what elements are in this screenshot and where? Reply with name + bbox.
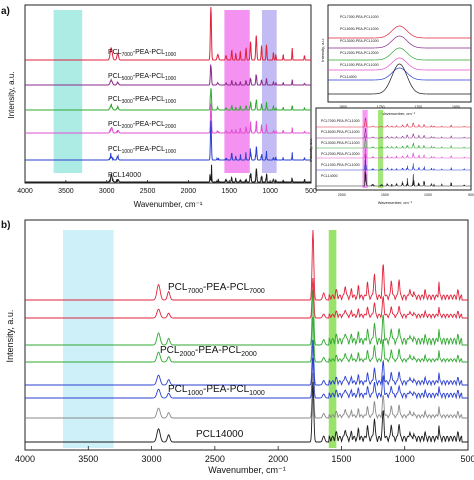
panel-b-xtick-label-1000: 1000: [395, 454, 415, 464]
panel-a-xtick-label-2500: 2500: [140, 188, 156, 195]
panel-b-xtick-label-2000: 2000: [268, 454, 288, 464]
panel-a-series-5: [25, 120, 311, 162]
panel-a-xtick-label-4000: 4000: [17, 188, 33, 195]
inset-bottom: PCL7000-PEA-PCL1000 PCL5000-PEA-PCL1000 PC…: [308, 107, 474, 205]
inset-top-legend-4: PCL2000-PEA-PCL2000: [340, 51, 379, 55]
panel-a-label-pcl14000: PCL14000: [108, 172, 141, 179]
panel-a-xtick-label-1500: 1500: [221, 188, 237, 195]
inset-top-legend-6: PCL14000: [340, 75, 357, 79]
inset-bottom-legend-4: PCL2000-PEA-PCL2000: [321, 152, 360, 156]
inset-top-series-6: [328, 63, 471, 95]
panel-a-series-6: [25, 164, 311, 184]
panel-a-xtick-label-3500: 3500: [58, 188, 74, 195]
inset-top-legend-1: PCL7000-PEA-PCL1000: [340, 15, 379, 19]
inset-top-legend-2: PCL5000-PEA-PCL1000: [340, 27, 379, 31]
panel-b-xtick-label-3500: 3500: [78, 454, 98, 464]
inset-bottom-xtick-1500: 1500: [381, 193, 389, 197]
panel-b-label: b): [1, 220, 10, 231]
panel-b-xtick-label-2500: 2500: [205, 454, 225, 464]
panel-b-xtick-label-4000: 4000: [15, 454, 35, 464]
panel-a-label: a): [1, 6, 10, 17]
panel-b-series-1: [25, 229, 468, 302]
inset-top-series-3: [328, 47, 471, 61]
inset-bottom-frame: [315, 107, 472, 191]
inset-top-series-5: [328, 67, 471, 81]
inset-bottom-legend-5: PCL1000-PEA-PCL1000: [321, 163, 360, 167]
panel-a-series-1: [25, 6, 311, 61]
inset-bottom-series-1: [316, 117, 471, 128]
panel-b-series-4: [25, 316, 468, 364]
panel-b-band-1: [62, 230, 114, 448]
panel-a-xtick-label-1000: 1000: [262, 188, 278, 195]
panel-b-frame: [24, 219, 469, 451]
panel-a-series-3: [25, 88, 311, 111]
inset-bottom-xlabel: Wavenumber, cm⁻¹: [378, 200, 413, 205]
panel-b-label-pcl2000: PCL2000-PEA-PCL2000: [160, 345, 257, 358]
inset-bottom-xtick-2000: 2000: [338, 193, 346, 197]
inset-bottom-legend-6: PCL14000: [321, 174, 338, 178]
panel-a-ylabel: Intensity, a.u.: [7, 72, 16, 119]
panel-a-label-pcl7000: PCL7000-PEA-PCL1000: [108, 49, 176, 58]
inset-top-series-2: [328, 35, 471, 49]
panel-b-label-pcl1000: PCL1000-PEA-PCL1000: [168, 384, 265, 397]
panel-b-label-pcl14000: PCL14000: [196, 429, 244, 440]
panel-a-band-3: [261, 10, 277, 173]
inset-top-xlabel: Wavenumber, cm⁻¹: [381, 111, 416, 116]
inset-bottom-series-6: [316, 165, 471, 187]
inset-bottom-series-2: [316, 128, 471, 139]
inset-bottom-legend-2: PCL5000-PEA-PCL1000: [321, 130, 360, 134]
inset-bottom-series-4: [316, 146, 471, 159]
panel-a-xtick-label-500: 500: [305, 188, 317, 195]
inset-bottom-ylabel: Intensity, a.u.: [308, 138, 313, 162]
inset-bottom-xtick-500: 500: [468, 193, 474, 197]
panel-b-series-3: [25, 289, 468, 347]
panel-b-series-6: [25, 357, 468, 400]
panel-b-series-2: [25, 277, 468, 320]
panel-a-label-pcl1000: PCL1000-PEA-PCL1000: [108, 146, 176, 155]
panel-a: a) PCL7000-PEA-PCL1000 PCL5000-PEA-PCL100…: [1, 4, 317, 209]
panel-b-series-8: [25, 381, 468, 444]
panel-a-xlabel: Wavenumber, cm⁻¹: [134, 200, 203, 209]
inset-bottom-series-3: [316, 135, 471, 149]
inset-bottom-legend-1: PCL7000-PEA-PCL1000: [321, 119, 360, 123]
inset-bottom-xtick-1000: 1000: [424, 193, 432, 197]
panel-b-series-7: [25, 372, 468, 420]
inset-top-xtick-1700: 1700: [414, 105, 422, 109]
inset-top-legend-3: PCL3000-PEA-PCL1000: [340, 39, 379, 43]
inset-top-ylabel: Intensity, a.u.: [320, 38, 325, 62]
inset-top: PCL7000-PEA-PCL1000 PCL5000-PEA-PCL1000 PC…: [320, 4, 472, 116]
inset-bottom-legend-3: PCL3000-PEA-PCL1000: [321, 141, 360, 145]
inset-bottom-series-5: [316, 154, 471, 171]
panel-a-frame: [24, 4, 312, 184]
inset-top-legend-5: PCL1000-PEA-PCL1000: [340, 63, 379, 67]
inset-top-xtick-1650: 1650: [452, 105, 460, 109]
panel-a-label-pcl2000: PCL2000-PEA-PCL2000: [108, 121, 176, 130]
panel-a-series-2: [25, 64, 311, 86]
inset-top-frame: [327, 4, 472, 103]
inset-bottom-band-2: [378, 110, 384, 188]
panel-b-xtick-label-500: 500: [460, 454, 474, 464]
panel-b-xtick-label-1500: 1500: [331, 454, 351, 464]
panel-a-xtick-label-3000: 3000: [99, 188, 115, 195]
panel-b-xlabel: Wavenumber, cm⁻¹: [208, 465, 285, 475]
panel-b-series-5: [25, 339, 468, 387]
panel-b-label-pcl7000: PCL7000-PEA-PCL7000: [168, 282, 265, 295]
panel-a-series-4: [25, 103, 311, 134]
inset-top-series-1: [328, 25, 471, 39]
panel-b-ylabel: Intensity, a.u.: [5, 310, 15, 363]
panel-a-band-2: [224, 10, 250, 173]
panel-a-band-1: [53, 10, 83, 173]
panel-b: b) PCL7000-PEA-PCL7000 PCL2000-PEA-PCL200…: [1, 219, 474, 475]
panel-a-label-pcl3000: PCL3000-PEA-PCL1000: [108, 96, 176, 105]
panel-a-label-pcl5000: PCL5000-PEA-PCL1000: [108, 73, 176, 82]
panel-b-xtick-label-3000: 3000: [142, 454, 162, 464]
panel-a-xtick-label-2000: 2000: [181, 188, 197, 195]
inset-top-series-4: [328, 57, 471, 71]
inset-top-xtick-1800: 1800: [339, 105, 347, 109]
inset-top-xtick-1750: 1750: [377, 105, 385, 109]
